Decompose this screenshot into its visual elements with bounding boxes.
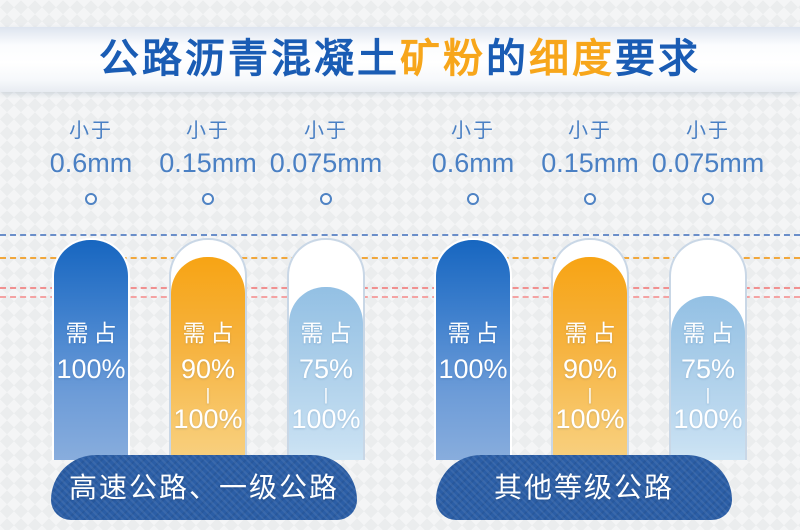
marker-dot-icon: [584, 193, 596, 205]
title-segment: 细度: [529, 37, 615, 81]
bar-left-0.075mm: 需占 75% | 100%: [287, 238, 365, 460]
bar-min-value: 90%: [180, 354, 236, 384]
column-header-prefix: 小于: [686, 120, 730, 142]
bar-fill-75-100pct: [289, 287, 363, 460]
title-segment: 要求: [615, 37, 701, 81]
column-header-size: 0.15mm: [541, 148, 639, 178]
guide-line-90pct: [0, 257, 800, 259]
bar-right-0.075mm: 需占 75% | 100%: [669, 238, 747, 460]
column-header-prefix: 小于: [186, 120, 230, 142]
group-label: 高速公路、一级公路: [68, 472, 339, 503]
bar-max-value: 100%: [173, 404, 243, 434]
bar-requirement-text: 需占: [300, 320, 357, 346]
title-segment: 矿粉: [400, 37, 486, 81]
bar-min-value: 75%: [298, 354, 354, 384]
column-header-size: 0.15mm: [159, 148, 257, 178]
column-header-size: 0.6mm: [431, 148, 515, 178]
bar-right-0.6mm: 需占 100%: [434, 238, 512, 460]
column-header-size: 0.6mm: [49, 148, 133, 178]
bar-label: 需占 75% | 100%: [671, 318, 745, 434]
bar-requirement-text: 需占: [447, 320, 504, 346]
column-header-size: 0.075mm: [651, 148, 765, 178]
bar-right-0.15mm: 需占 90% | 100%: [551, 238, 629, 460]
bar-left-0.6mm: 需占 100%: [52, 238, 130, 460]
bar-max-value: 100%: [673, 404, 743, 434]
group-base-expressway: 高速公路、一级公路: [51, 455, 357, 520]
bar-label: 需占 100%: [436, 318, 510, 384]
bar-requirement-text: 需占: [682, 320, 739, 346]
bar-max-value: 100%: [291, 404, 361, 434]
bar-left-0.15mm: 需占 90% | 100%: [169, 238, 247, 460]
column-header-prefix: 小于: [451, 120, 495, 142]
title-band: 公路沥青混凝土矿粉的细度要求: [0, 27, 800, 92]
bar-min-value: 90%: [562, 354, 618, 384]
column-header-size: 0.075mm: [269, 148, 383, 178]
bar-min-value: 100%: [56, 354, 126, 384]
group-base-other-grades: 其他等级公路: [436, 455, 732, 520]
range-separator-icon: |: [705, 385, 711, 404]
title-segment: 的: [486, 37, 529, 81]
bar-max-value: 100%: [555, 404, 625, 434]
range-separator-icon: |: [205, 385, 211, 404]
column-header-left-0.6mm: 小于 0.6mm: [26, 118, 156, 205]
column-header-right-0.15mm: 小于 0.15mm: [525, 118, 655, 205]
bar-label: 需占 75% | 100%: [289, 318, 363, 434]
title-segment: 公路沥青混凝土: [99, 37, 400, 81]
bar-label: 需占 100%: [54, 318, 128, 384]
marker-dot-icon: [320, 193, 332, 205]
marker-dot-icon: [702, 193, 714, 205]
group-label: 其他等级公路: [493, 472, 674, 503]
guide-line-75pct-upper: [0, 287, 800, 289]
column-header-left-0.075mm: 小于 0.075mm: [261, 118, 391, 205]
marker-dot-icon: [467, 193, 479, 205]
column-header-prefix: 小于: [69, 120, 113, 142]
bar-requirement-text: 需占: [182, 320, 239, 346]
bar-fill-90-100pct: [553, 257, 627, 460]
bar-requirement-text: 需占: [65, 320, 122, 346]
bar-requirement-text: 需占: [564, 320, 621, 346]
bar-fill-90-100pct: [171, 257, 245, 460]
bar-label: 需占 90% | 100%: [553, 318, 627, 434]
range-separator-icon: |: [323, 385, 329, 404]
bar-fill-75-100pct: [671, 296, 745, 460]
range-separator-icon: |: [587, 385, 593, 404]
bar-fill-100pct: [436, 240, 510, 460]
column-header-prefix: 小于: [568, 120, 612, 142]
column-header-left-0.15mm: 小于 0.15mm: [143, 118, 273, 205]
marker-dot-icon: [202, 193, 214, 205]
page-title: 公路沥青混凝土矿粉的细度要求: [0, 27, 800, 92]
bar-label: 需占 90% | 100%: [171, 318, 245, 434]
column-header-right-0.6mm: 小于 0.6mm: [408, 118, 538, 205]
guide-line-75pct-lower: [0, 296, 800, 298]
bar-min-value: 75%: [680, 354, 736, 384]
marker-dot-icon: [85, 193, 97, 205]
guide-line-100pct: [0, 234, 800, 236]
bar-min-value: 100%: [438, 354, 508, 384]
bar-fill-100pct: [54, 240, 128, 460]
column-header-right-0.075mm: 小于 0.075mm: [643, 118, 773, 205]
column-header-prefix: 小于: [304, 120, 348, 142]
